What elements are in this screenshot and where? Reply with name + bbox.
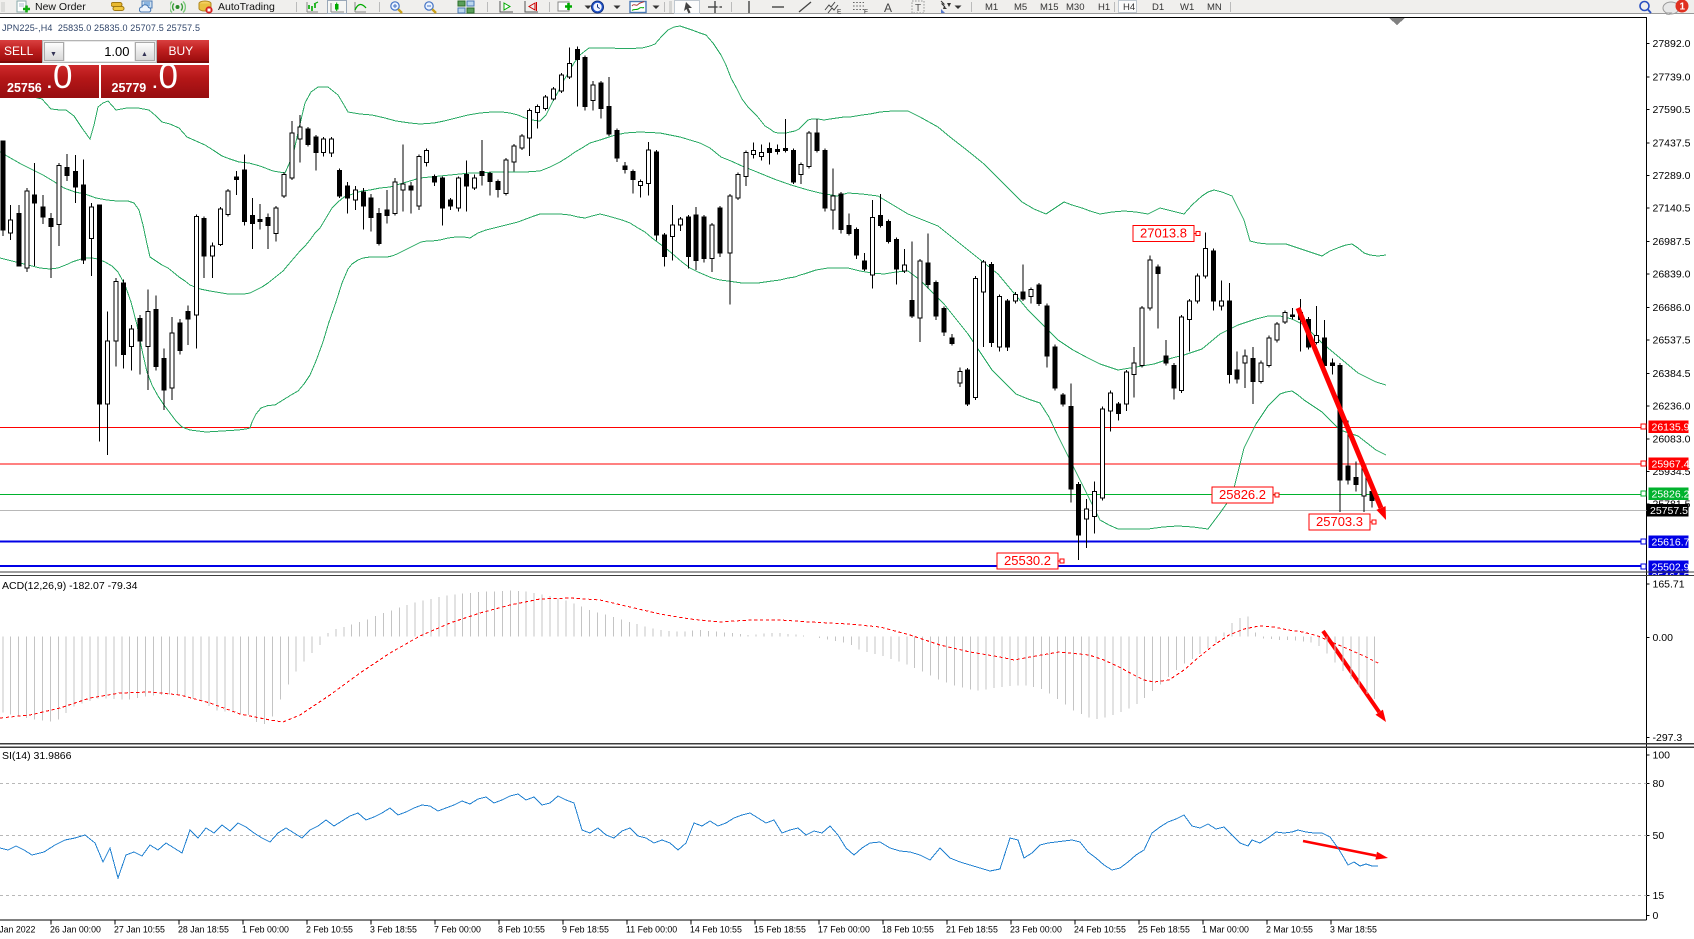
svg-text:27 Jan 10:55: 27 Jan 10:55 — [114, 925, 165, 935]
svg-text:23 Feb 00:00: 23 Feb 00:00 — [1010, 925, 1062, 935]
svg-text:27013.8: 27013.8 — [1140, 226, 1187, 241]
svg-text:8 Feb 10:55: 8 Feb 10:55 — [498, 925, 545, 935]
svg-text:E: E — [837, 9, 842, 15]
svg-text:24 Feb 10:55: 24 Feb 10:55 — [1074, 925, 1126, 935]
svg-text:26236.0: 26236.0 — [1653, 400, 1691, 412]
svg-text:25464.5: 25464.5 — [1652, 571, 1690, 583]
svg-text:26537.5: 26537.5 — [1653, 334, 1691, 346]
svg-text:21 Feb 18:55: 21 Feb 18:55 — [946, 925, 998, 935]
svg-text:1: 1 — [1680, 2, 1686, 13]
svg-text:25757.5: 25757.5 — [1650, 505, 1688, 517]
svg-text:15: 15 — [1653, 890, 1665, 902]
svg-text:18 Feb 10:55: 18 Feb 10:55 — [882, 925, 934, 935]
svg-text:26 Jan 2022: 26 Jan 2022 — [0, 925, 36, 935]
svg-text:14 Feb 10:55: 14 Feb 10:55 — [690, 925, 742, 935]
svg-text:SI(14) 31.9866: SI(14) 31.9866 — [2, 750, 72, 762]
svg-text:25826.2: 25826.2 — [1652, 489, 1690, 501]
svg-text:26839.0: 26839.0 — [1653, 268, 1691, 280]
svg-text:25530.2: 25530.2 — [1004, 553, 1051, 568]
svg-text:27892.0: 27892.0 — [1653, 38, 1691, 50]
svg-text:25616.7: 25616.7 — [1652, 537, 1690, 549]
svg-text:26083.0: 26083.0 — [1653, 434, 1691, 446]
svg-text:27590.5: 27590.5 — [1653, 104, 1691, 116]
svg-text:3 Feb 18:55: 3 Feb 18:55 — [370, 925, 417, 935]
svg-text:1 Feb 00:00: 1 Feb 00:00 — [242, 925, 289, 935]
svg-text:165.71: 165.71 — [1653, 579, 1685, 591]
svg-text:2 Mar 10:55: 2 Mar 10:55 — [1266, 925, 1313, 935]
svg-text:ACD(12,26,9) -182.07 -79.34: ACD(12,26,9) -182.07 -79.34 — [2, 580, 138, 592]
svg-text:26686.0: 26686.0 — [1653, 302, 1691, 314]
svg-text:25826.2: 25826.2 — [1219, 487, 1266, 502]
svg-text:25703.3: 25703.3 — [1316, 514, 1363, 529]
svg-text:25967.4: 25967.4 — [1652, 458, 1690, 470]
svg-text:T: T — [915, 3, 921, 14]
svg-text:26987.5: 26987.5 — [1653, 236, 1691, 248]
svg-text:25502.9: 25502.9 — [1652, 561, 1690, 573]
svg-text:9 Feb 18:55: 9 Feb 18:55 — [562, 925, 609, 935]
svg-text:50: 50 — [1653, 830, 1665, 842]
svg-text:2 Feb 10:55: 2 Feb 10:55 — [306, 925, 353, 935]
svg-text:17 Feb 00:00: 17 Feb 00:00 — [818, 925, 870, 935]
svg-text:27739.0: 27739.0 — [1653, 72, 1691, 84]
svg-text:-297.3: -297.3 — [1653, 732, 1683, 744]
svg-text:15 Feb 18:55: 15 Feb 18:55 — [754, 925, 806, 935]
svg-text:27437.5: 27437.5 — [1653, 138, 1691, 150]
svg-text:7 Feb 00:00: 7 Feb 00:00 — [434, 925, 481, 935]
svg-text:28 Jan 18:55: 28 Jan 18:55 — [178, 925, 229, 935]
svg-text:F: F — [864, 9, 868, 15]
svg-text:27289.0: 27289.0 — [1653, 170, 1691, 182]
svg-text:27140.5: 27140.5 — [1653, 203, 1691, 215]
svg-text:11 Feb 00:00: 11 Feb 00:00 — [626, 925, 677, 935]
svg-text:1 Mar 00:00: 1 Mar 00:00 — [1202, 925, 1249, 935]
svg-text:80: 80 — [1653, 778, 1665, 790]
svg-text:0: 0 — [1653, 910, 1659, 922]
svg-text:26384.5: 26384.5 — [1653, 368, 1691, 380]
svg-text:3 Mar 18:55: 3 Mar 18:55 — [1330, 925, 1377, 935]
svg-text:100: 100 — [1653, 750, 1671, 762]
svg-text:26135.9: 26135.9 — [1652, 422, 1690, 434]
svg-text:0.00: 0.00 — [1653, 632, 1674, 644]
svg-text:25 Feb 18:55: 25 Feb 18:55 — [1138, 925, 1190, 935]
svg-text:26 Jan 00:00: 26 Jan 00:00 — [50, 925, 101, 935]
